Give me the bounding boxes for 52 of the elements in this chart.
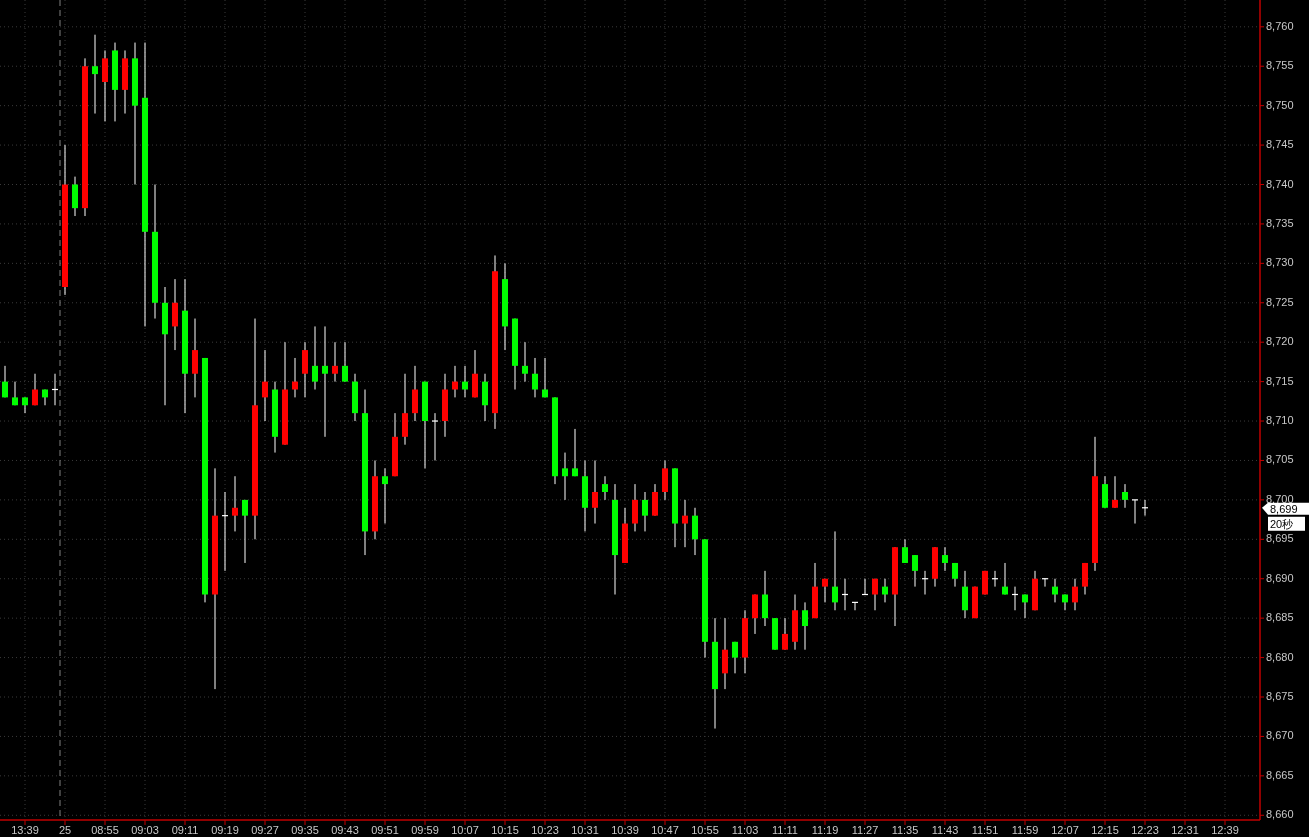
x-tick-label: 09:27 (251, 824, 279, 836)
x-tick-label: 12:39 (1211, 824, 1239, 836)
y-tick-label: 8,670 (1266, 729, 1294, 742)
x-tick-label: 12:31 (1171, 824, 1199, 836)
x-tick-label: 09:03 (131, 824, 159, 836)
x-tick-label: 10:31 (571, 824, 599, 836)
x-tick-label: 09:11 (171, 824, 199, 836)
y-tick-label: 8,745 (1266, 138, 1294, 151)
y-tick-label: 8,750 (1266, 98, 1294, 111)
x-tick-label: 11:03 (731, 824, 759, 836)
x-tick-label: 09:35 (291, 824, 319, 836)
x-tick-label: 10:47 (651, 824, 679, 836)
y-tick-label: 8,705 (1266, 453, 1294, 466)
x-tick-label: 11:11 (772, 824, 798, 836)
x-tick-label: 11:43 (931, 824, 959, 836)
x-tick-label: 12:23 (1131, 824, 1159, 836)
x-tick-label: 08:55 (91, 824, 119, 836)
x-tick-label: 10:39 (611, 824, 639, 836)
y-tick-label: 8,725 (1266, 295, 1294, 308)
x-tick-label: 09:19 (211, 824, 239, 836)
x-tick-label: 10:23 (531, 824, 559, 836)
x-tick-label: 12:07 (1051, 824, 1079, 836)
x-tick-label: 09:43 (331, 824, 359, 836)
y-tick-label: 8,685 (1266, 611, 1294, 624)
y-tick-label: 8,690 (1266, 571, 1294, 584)
y-tick-label: 8,755 (1266, 59, 1294, 72)
y-tick-label: 8,680 (1266, 650, 1294, 663)
y-tick-label: 8,715 (1266, 374, 1294, 387)
x-tick-label: 25 (58, 824, 72, 836)
y-tick-label: 8,710 (1266, 414, 1294, 427)
y-tick-label: 8,700 (1266, 492, 1294, 505)
x-tick-label: 10:15 (491, 824, 519, 836)
x-tick-label: 11:35 (891, 824, 919, 836)
x-tick-label: 11:27 (851, 824, 879, 836)
y-tick-label: 8,720 (1266, 335, 1294, 348)
y-tick-label: 8,695 (1266, 532, 1294, 545)
y-tick-label: 8,665 (1266, 768, 1294, 781)
x-tick-label: 11:59 (1011, 824, 1039, 836)
y-tick-label: 8,730 (1266, 256, 1294, 269)
y-tick-label: 8,740 (1266, 177, 1294, 190)
x-tick-label: 12:15 (1091, 824, 1119, 836)
x-tick-label: 09:59 (411, 824, 439, 836)
x-tick-label: 10:07 (451, 824, 479, 836)
y-tick-label: 8,735 (1266, 216, 1294, 229)
y-tick-label: 8,760 (1266, 19, 1294, 32)
x-tick-label: 09:51 (371, 824, 399, 836)
x-tick-label: 13:39 (11, 824, 39, 836)
y-tick-label: 8,660 (1266, 808, 1294, 821)
x-tick-label: 11:19 (811, 824, 839, 836)
x-tick-label: 11:51 (971, 824, 999, 836)
x-tick-label: 10:55 (691, 824, 719, 836)
y-tick-label: 8,675 (1266, 690, 1294, 702)
